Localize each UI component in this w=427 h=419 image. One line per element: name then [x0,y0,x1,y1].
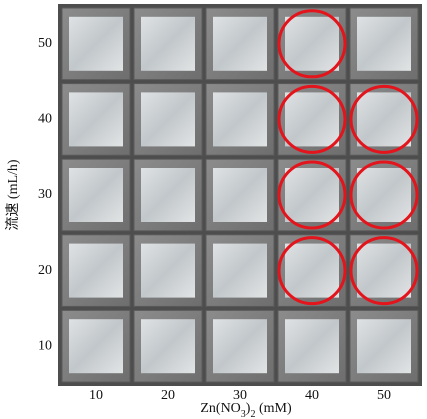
y-tick-label: 30 [38,187,52,202]
x-axis-label: Zn(NO3)2 (mM) [200,401,292,419]
figure: 流速 (mL/h) Zn(NO3)2 (mM) 50 40 30 20 10 10 20 30… [0,0,427,419]
sample-film [357,17,411,71]
sample-film [213,244,267,298]
y-tick-label: 20 [38,263,52,278]
sample-film [141,92,195,146]
x-tick-label: 40 [305,388,319,403]
sample-film [285,168,339,222]
sample-film [213,319,267,373]
sample-film [357,92,411,146]
x-tick-label: 50 [377,388,391,403]
label-text: Zn(NO [200,401,240,416]
sample-film [141,319,195,373]
sample-film [69,244,123,298]
sample-film [141,244,195,298]
y-tick-label: 10 [38,338,52,353]
sample-film [213,168,267,222]
x-tick-label: 30 [233,388,247,403]
sample-film [357,319,411,373]
sample-film [69,17,123,71]
sample-film [357,168,411,222]
x-tick-label: 10 [89,388,103,403]
sample-film [285,17,339,71]
y-tick-label: 50 [38,36,52,51]
sample-film [213,17,267,71]
label-text: (mM) [255,401,292,416]
sample-film [213,92,267,146]
sample-film [285,319,339,373]
sample-film [141,17,195,71]
sample-film [285,92,339,146]
sample-film [141,168,195,222]
sample-film [69,168,123,222]
x-tick-label: 20 [161,388,175,403]
sample-film [285,244,339,298]
sample-film [357,244,411,298]
sample-film [69,319,123,373]
y-axis-label: 流速 (mL/h) [5,159,21,230]
sample-film [69,92,123,146]
y-tick-label: 40 [38,112,52,127]
